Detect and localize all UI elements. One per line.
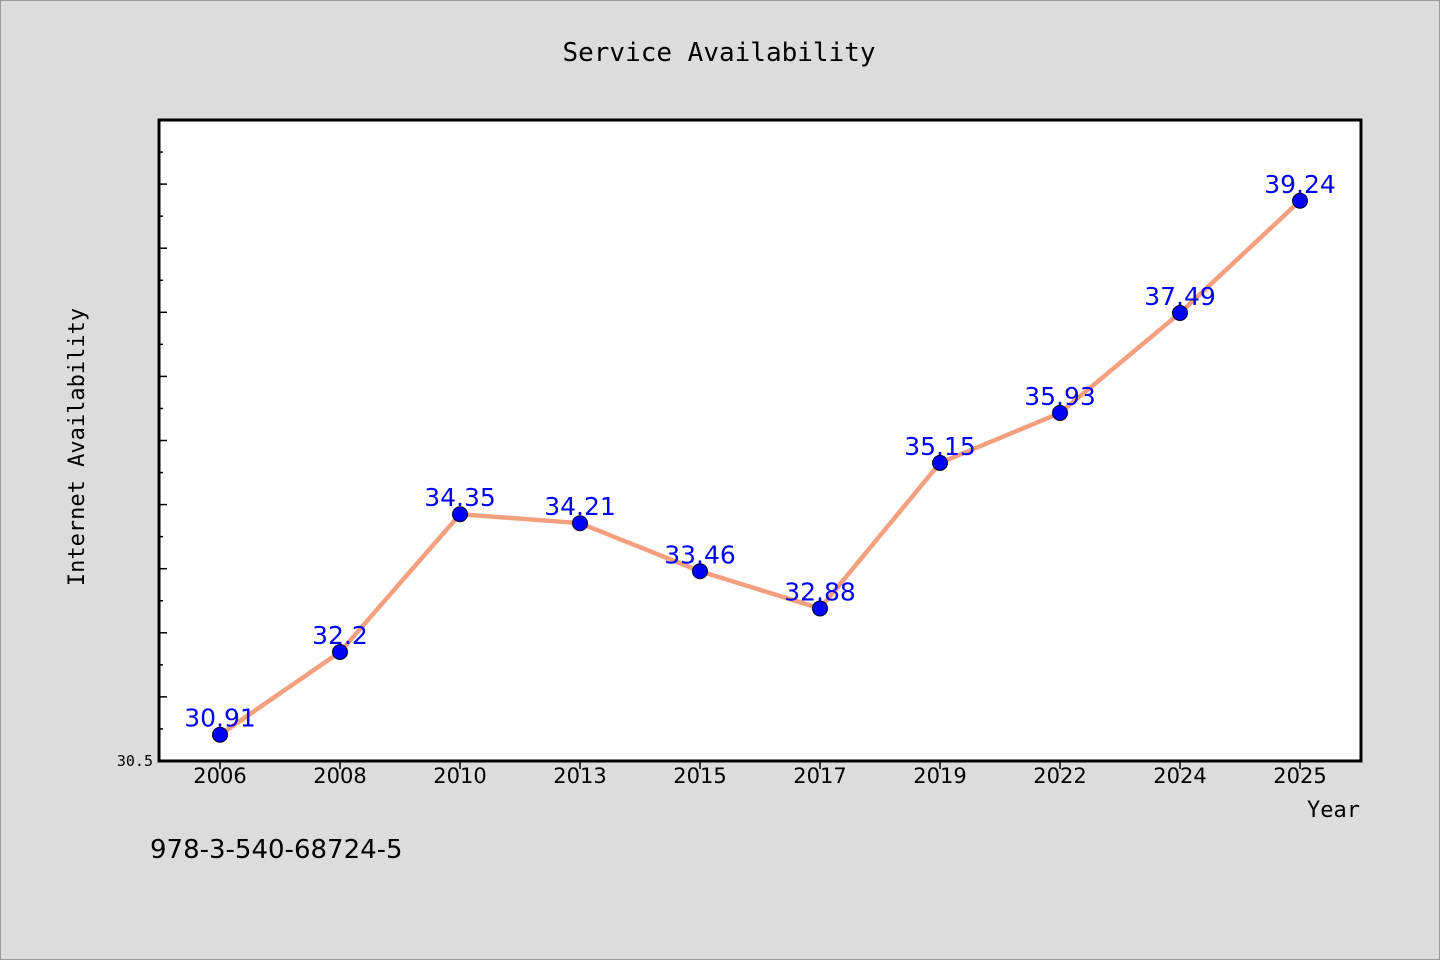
x-tick-label: 2019	[913, 764, 966, 788]
x-tick-label: 2006	[193, 764, 246, 788]
x-tick-label: 2025	[1273, 764, 1326, 788]
data-point	[452, 506, 468, 523]
x-tick-label: 2010	[433, 764, 486, 788]
data-point	[932, 454, 948, 471]
x-tick-label: 2008	[313, 764, 366, 788]
data-label: 35.15	[904, 432, 976, 461]
x-tick-label: 2024	[1153, 764, 1206, 788]
data-point	[812, 600, 828, 617]
data-point	[1172, 304, 1188, 321]
series-line	[218, 199, 1302, 737]
y-axis-ticks: 30.5	[117, 119, 167, 770]
data-label: 33.46	[664, 540, 736, 569]
data-label: 32.88	[784, 577, 856, 606]
data-point	[332, 644, 348, 661]
data-label: 34.35	[424, 483, 496, 512]
series-layer: 30.91 32.2 34.35 34.21 33.46 32.88 35.15 35.93 3…	[184, 170, 1336, 743]
x-tick-label: 2015	[673, 764, 726, 788]
y-tick-label: 30.5	[117, 752, 153, 770]
data-point	[692, 563, 708, 580]
chart-title: Service Availability	[562, 38, 875, 68]
plot-area	[157, 118, 1363, 763]
y-axis-label: Internet Availability	[65, 308, 90, 586]
data-label: 34.21	[544, 492, 616, 521]
x-axis-label: Year	[1307, 798, 1360, 823]
data-label: 35.93	[1024, 382, 1096, 411]
data-label: 37.49	[1144, 282, 1216, 311]
x-tick-label: 2022	[1033, 764, 1086, 788]
data-label: 39.24	[1264, 170, 1336, 199]
x-tick-label: 2013	[553, 764, 606, 788]
isbn-caption: 978-3-540-68724-5	[150, 835, 403, 865]
x-axis-ticks: 2006 2008 2010 2013 2015 2017 2019 2022 2024 2025	[193, 761, 1327, 788]
data-point	[572, 515, 588, 532]
data-label: 32.2	[312, 621, 368, 650]
data-label: 30.91	[184, 704, 256, 733]
data-point	[212, 726, 228, 743]
data-point	[1292, 192, 1308, 209]
data-point	[1052, 404, 1068, 421]
x-tick-label: 2017	[793, 764, 846, 788]
